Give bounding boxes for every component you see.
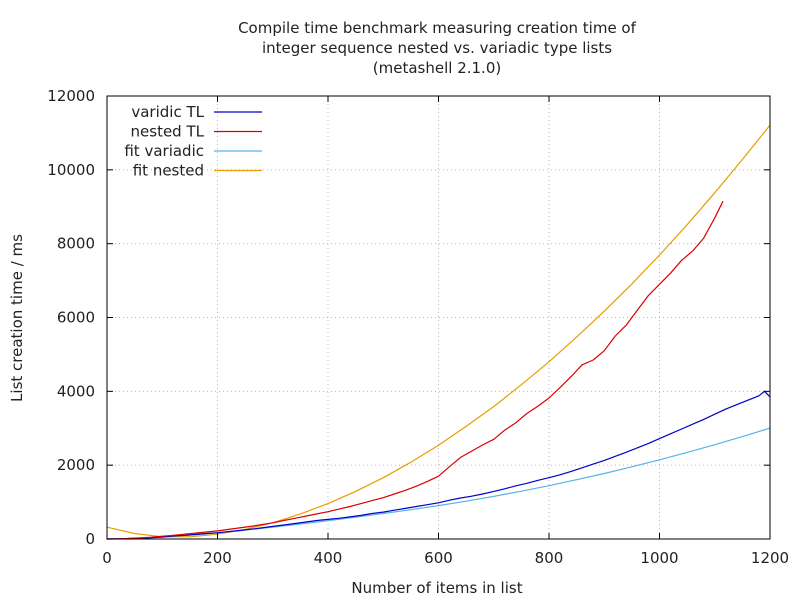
series-line-fit-nested bbox=[106, 124, 771, 538]
x-tick-label: 600 bbox=[424, 549, 453, 567]
series-line-varidic-tl bbox=[106, 390, 771, 540]
y-tick-label: 10000 bbox=[47, 161, 95, 179]
x-tick-label: 0 bbox=[102, 549, 112, 567]
y-tick-label: 12000 bbox=[47, 87, 95, 105]
x-tick-label: 1000 bbox=[640, 549, 678, 567]
y-tick-label: 4000 bbox=[57, 382, 95, 400]
grid bbox=[107, 96, 770, 539]
y-tick-label: 8000 bbox=[57, 235, 95, 253]
tick-labels: 0 200 400 600 800 1000 12000200040006000800010… bbox=[47, 87, 789, 567]
legend-label-fit-variadic: fit variadic bbox=[124, 142, 204, 160]
chart-title-line-3: (metashell 2.1.0) bbox=[373, 59, 501, 77]
ticks bbox=[106, 95, 771, 540]
y-axis-label: List creation time / ms bbox=[8, 234, 26, 402]
y-tick-label: 6000 bbox=[57, 309, 95, 327]
legend-label-varidic-tl: varidic TL bbox=[131, 103, 204, 121]
x-axis-label: Number of items in list bbox=[351, 579, 522, 597]
chart-title-line-2: integer sequence nested vs. variadic typ… bbox=[262, 39, 612, 57]
legend-label-fit-nested: fit nested bbox=[133, 162, 204, 180]
y-tick-label: 2000 bbox=[57, 456, 95, 474]
series-line-nested-tl bbox=[106, 200, 724, 540]
x-tick-label: 200 bbox=[203, 549, 232, 567]
legend-label-nested-tl: nested TL bbox=[131, 123, 205, 141]
x-tick-label: 400 bbox=[314, 549, 343, 567]
x-tick-label: 1200 bbox=[751, 549, 789, 567]
x-tick-label: 800 bbox=[535, 549, 564, 567]
y-tick-label: 0 bbox=[85, 530, 95, 548]
series-group bbox=[106, 124, 771, 540]
chart-title-line-1: Compile time benchmark measuring creatio… bbox=[238, 19, 637, 37]
